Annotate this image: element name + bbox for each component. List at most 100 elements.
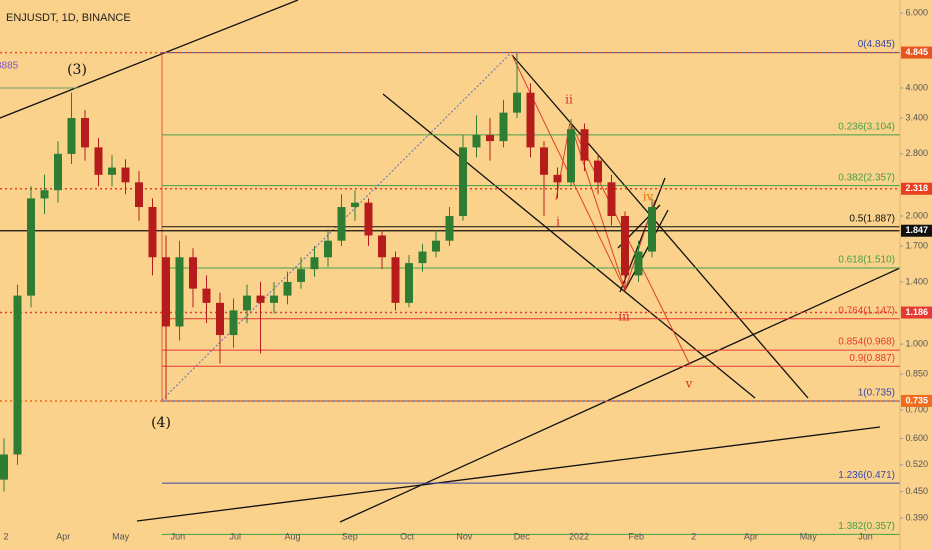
fib-label: 0.9(0.887) (849, 353, 895, 364)
x-tick-label: Feb (629, 531, 645, 541)
price-box (901, 306, 932, 319)
candle-body (67, 117, 76, 154)
wave-line (569, 121, 691, 366)
x-tick-label: Nov (456, 531, 473, 541)
price-box-label: 1.847 (905, 225, 928, 235)
fib-label: 0.618(1.510) (838, 255, 895, 266)
y-tick-label: 0.450 (905, 486, 928, 496)
candle-body (81, 117, 89, 148)
cut-label: 3885 (0, 61, 19, 72)
candle-body (283, 281, 292, 296)
candle-body (310, 257, 319, 270)
candle-body (108, 167, 116, 175)
x-tick-label: Oct (400, 531, 415, 541)
fib-label: 0.764(1.147) (838, 305, 895, 316)
candle-body (162, 257, 170, 327)
y-tick-label: 2.000 (905, 210, 928, 220)
y-tick-label: 6.000 (905, 7, 928, 17)
candle-body (202, 288, 211, 303)
candle-body (148, 207, 157, 258)
candle-body (337, 207, 346, 241)
y-tick-label: 1.000 (905, 338, 928, 348)
price-axis: 6.000 4.000 3.400 2.800 2.000 1.700 1.400 1.000… (899, 0, 932, 550)
candle-body (499, 112, 508, 142)
wave-label: iv (643, 190, 654, 204)
candle-body (256, 295, 265, 303)
y-tick-label: 0.520 (905, 459, 928, 469)
fib-label: 0.854(0.968) (838, 337, 895, 348)
x-tick-label: May (800, 531, 818, 541)
y-tick-label: 0.390 (905, 512, 928, 522)
x-tick-label: 2 (3, 531, 8, 541)
wedge-line (624, 209, 669, 291)
candle-body (621, 216, 629, 276)
candle-body (445, 216, 454, 241)
candle-body (270, 295, 278, 303)
chart-title: ENJUSDT, 1D, BINANCE (6, 12, 131, 24)
x-tick-label: 2 (691, 531, 696, 541)
y-tick-label: 3.400 (905, 112, 928, 122)
candle-body (459, 147, 467, 217)
drawings (0, 0, 901, 523)
fib-label: 0(4.845) (858, 39, 895, 50)
candles (0, 52, 656, 492)
y-tick-label: 0.600 (905, 433, 928, 443)
candle-body (297, 269, 305, 282)
candle-body (13, 295, 22, 455)
y-tick-label: 1.400 (905, 276, 928, 286)
channel-line (382, 93, 756, 399)
wave-label: (4) (151, 415, 171, 431)
wave-line (555, 121, 656, 292)
candle-body (54, 153, 62, 191)
x-tick-label: Apr (744, 531, 758, 541)
y-tick-label: 1.700 (905, 240, 928, 250)
candle-body (553, 174, 562, 183)
price-box-label: 1.186 (905, 307, 928, 317)
x-tick-label: May (112, 531, 130, 541)
candle-body (351, 202, 359, 208)
candle-body (526, 92, 535, 148)
x-tick-label: 2022 (569, 531, 589, 541)
candle-body (364, 202, 373, 236)
wave-label: ii (565, 93, 573, 107)
candle-body (513, 92, 521, 113)
axis-bg (900, 0, 932, 550)
candle-body (472, 135, 481, 148)
wave-label: i (556, 215, 560, 229)
candle-body (189, 257, 197, 289)
candle-body (40, 190, 49, 199)
wave-label: iii (618, 310, 630, 324)
x-tick-label: Jun (858, 531, 873, 541)
wave-label: v (685, 377, 693, 391)
candle-body (594, 160, 602, 183)
candle-body (607, 182, 616, 217)
candle-body (405, 263, 413, 303)
trend-line (0, 0, 299, 119)
fib-trend (161, 51, 513, 401)
price-box-label: 2.318 (905, 183, 928, 193)
x-tick-label: Jul (229, 531, 241, 541)
candle-body (378, 235, 386, 258)
y-tick-label: 0.850 (905, 368, 928, 378)
y-tick-label: 4.000 (905, 82, 928, 92)
price-box (901, 46, 932, 59)
trend-line (136, 426, 881, 522)
candle-body (391, 257, 400, 303)
fib-label: 0.236(3.104) (838, 121, 895, 132)
candle-body (540, 147, 548, 175)
price-box-label: 0.735 (905, 395, 928, 405)
candle-body (0, 454, 8, 480)
candle-body (432, 240, 440, 252)
x-tick-label: Aug (284, 531, 300, 541)
fib-label: 0.382(2.357) (838, 172, 895, 183)
y-tick-label: 2.800 (905, 148, 928, 158)
fib-label: 1(0.735) (858, 388, 895, 399)
candle-body (418, 251, 427, 264)
fib-label: 1.236(0.471) (838, 470, 895, 481)
x-tick-label: Dec (514, 531, 531, 541)
candle-body (135, 182, 143, 208)
candle-body (567, 129, 575, 183)
price-box (901, 182, 932, 195)
price-box (901, 394, 932, 407)
